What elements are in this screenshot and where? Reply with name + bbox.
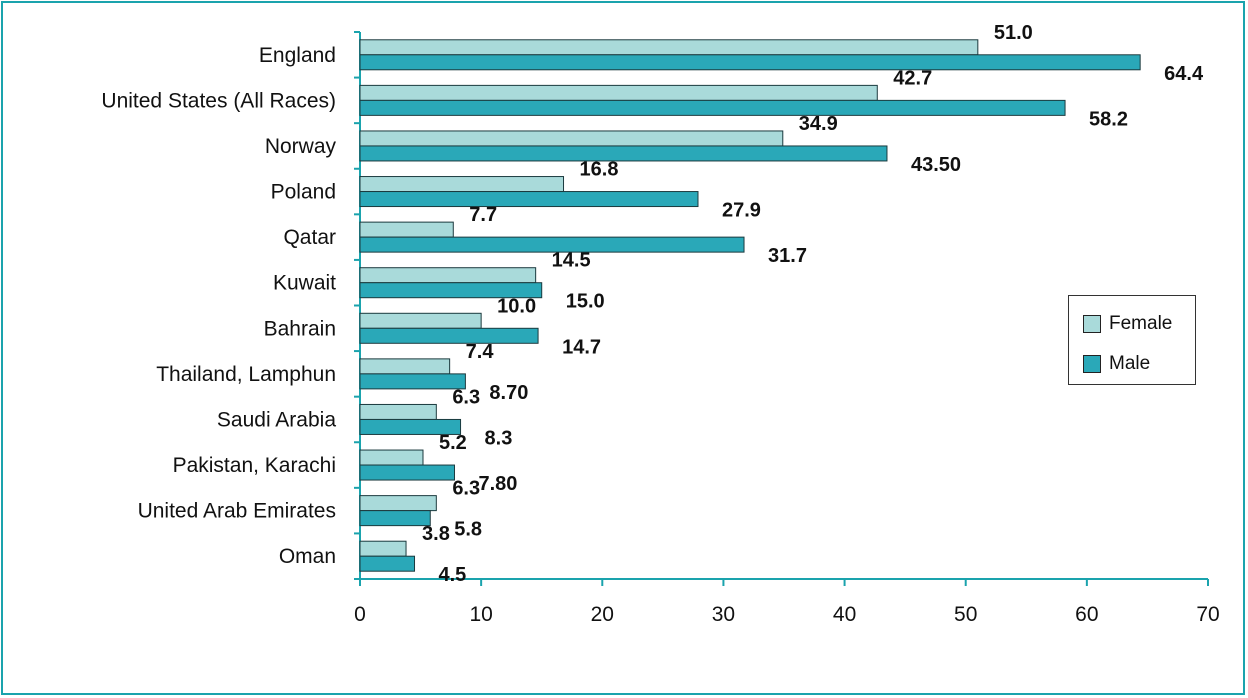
- x-tick-label: 70: [1196, 603, 1219, 626]
- data-label-male: 8.3: [485, 427, 513, 449]
- category-label: Poland: [271, 181, 336, 204]
- bar-female: [359, 540, 407, 557]
- category-label: Bahrain: [264, 317, 336, 340]
- data-label-male: 58.2: [1089, 108, 1128, 130]
- bar-female: [359, 221, 454, 238]
- x-tick-label: 20: [591, 603, 614, 626]
- bar-male: [359, 99, 1066, 116]
- bar-male: [359, 54, 1141, 71]
- bar-female: [359, 130, 784, 147]
- bar-female: [359, 39, 979, 56]
- data-label-female: 34.9: [799, 113, 838, 135]
- data-label-female: 51.0: [994, 22, 1033, 44]
- legend-swatch-male: [1083, 355, 1101, 373]
- data-label-female: 42.7: [893, 67, 932, 89]
- category-label: Oman: [279, 545, 336, 568]
- bar-female: [359, 403, 437, 420]
- category-label: Saudi Arabia: [217, 408, 336, 431]
- bar-female: [359, 358, 451, 375]
- x-tick-label: 30: [712, 603, 735, 626]
- data-label-female: 14.5: [552, 250, 591, 272]
- bar-female: [359, 495, 437, 512]
- bar-female: [359, 176, 565, 193]
- category-label: Thailand, Lamphun: [156, 363, 336, 386]
- data-label-male: 27.9: [722, 200, 761, 222]
- legend-label-male: Male: [1109, 353, 1151, 374]
- legend-item-female: Female: [1083, 313, 1172, 335]
- data-label-female: 7.4: [466, 341, 495, 363]
- data-label-male: 15.0: [566, 291, 605, 313]
- data-label-female: 7.7: [469, 204, 497, 226]
- bar-male: [359, 145, 888, 162]
- x-tick-label: 0: [354, 603, 366, 626]
- category-label: Norway: [265, 135, 337, 158]
- x-tick-label: 60: [1075, 603, 1098, 626]
- category-label: United States (All Races): [101, 89, 336, 112]
- data-label-male: 4.5: [439, 564, 467, 586]
- legend-swatch-female: [1083, 315, 1101, 333]
- data-label-female: 6.3: [452, 478, 480, 500]
- bar-female: [359, 312, 482, 329]
- bar-female: [359, 449, 424, 466]
- x-tick-label: 40: [833, 603, 856, 626]
- data-label-male: 8.70: [489, 382, 528, 404]
- category-label: Kuwait: [273, 272, 336, 295]
- bar-male: [359, 236, 745, 253]
- data-label-female: 3.8: [422, 523, 450, 545]
- data-label-male: 31.7: [768, 245, 807, 267]
- bar-male: [359, 327, 539, 344]
- bar-male: [359, 282, 543, 299]
- bar-male: [359, 464, 455, 481]
- data-label-male: 64.4: [1164, 63, 1204, 85]
- x-tick-label: 10: [469, 603, 492, 626]
- legend: Female Male: [1068, 295, 1196, 385]
- bar-male: [359, 418, 462, 435]
- bar-male: [359, 373, 466, 390]
- category-label: United Arab Emirates: [138, 500, 336, 523]
- bar-female: [359, 84, 878, 101]
- data-label-male: 43.50: [911, 154, 961, 176]
- legend-label-female: Female: [1109, 313, 1173, 334]
- category-label: Pakistan, Karachi: [173, 454, 336, 477]
- legend-item-male: Male: [1083, 353, 1150, 375]
- data-label-female: 6.3: [452, 386, 480, 408]
- category-label: England: [259, 44, 336, 67]
- bar-female: [359, 267, 537, 284]
- data-label-male: 5.8: [454, 519, 482, 541]
- data-label-female: 5.2: [439, 432, 467, 454]
- data-label-male: 14.7: [562, 336, 601, 358]
- bar-male: [359, 510, 431, 527]
- data-label-female: 16.8: [580, 159, 619, 181]
- x-tick-label: 50: [954, 603, 977, 626]
- data-label-female: 10.0: [497, 295, 536, 317]
- bar-male: [359, 555, 416, 572]
- category-label: Qatar: [283, 226, 336, 249]
- data-label-male: 7.80: [478, 473, 517, 495]
- bar-male: [359, 191, 699, 208]
